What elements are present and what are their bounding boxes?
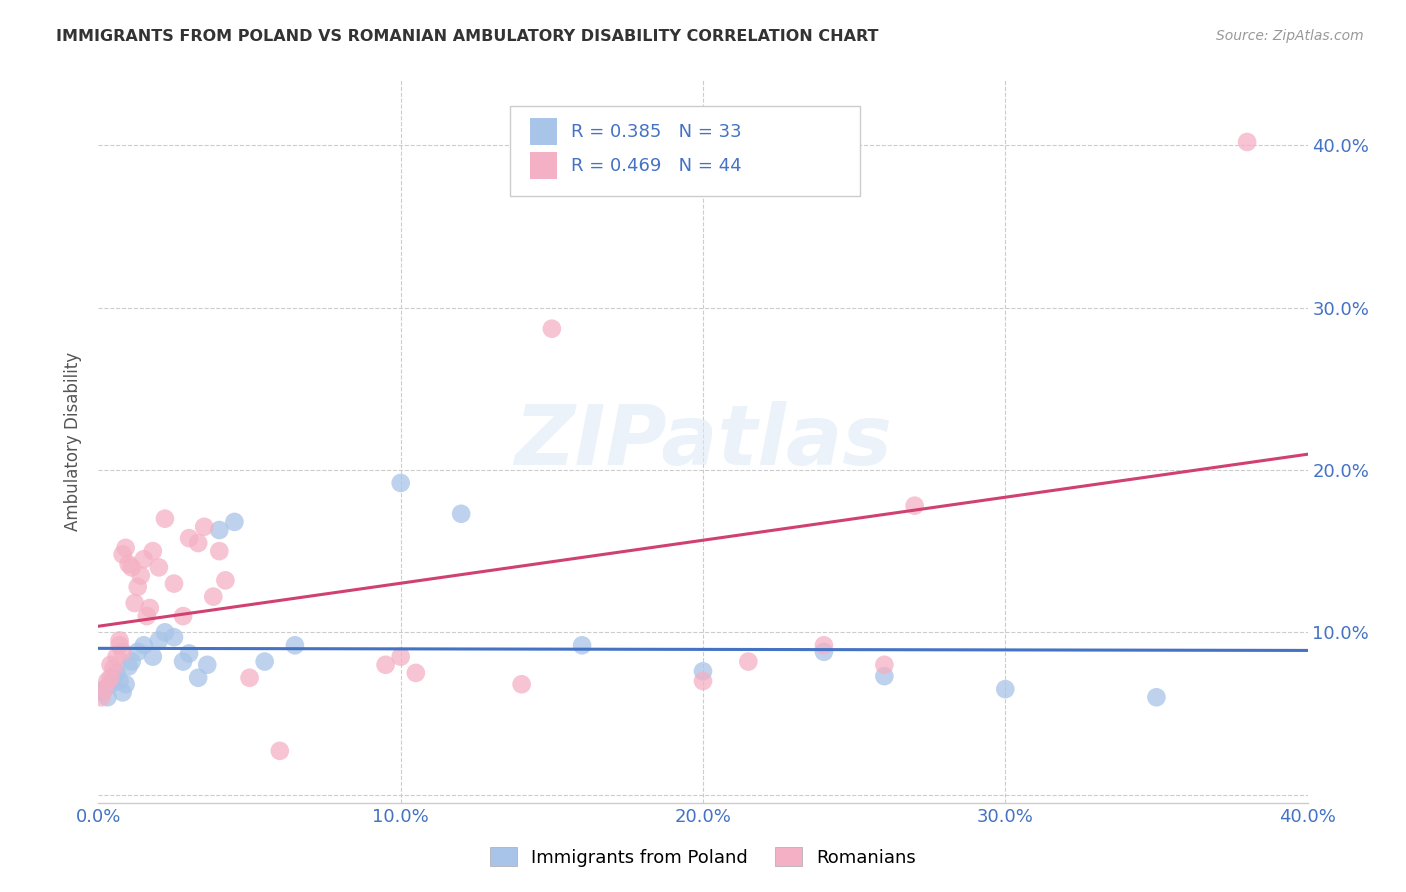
Point [208,523,231,537]
Point [239,671,262,685]
Point [873,657,896,672]
Point [208,544,231,558]
Point [195,657,218,672]
Text: Source: ZipAtlas.com: Source: ZipAtlas.com [1216,29,1364,43]
Point [153,625,176,640]
Text: R = 0.385   N = 33: R = 0.385 N = 33 [571,122,742,141]
Point [108,633,131,648]
Point [121,655,143,669]
Point [1144,690,1167,705]
Point [142,544,165,558]
Point [105,665,128,680]
Text: R = 0.469   N = 44: R = 0.469 N = 44 [571,156,742,175]
Point [139,601,162,615]
Point [105,649,128,664]
Point [96,673,118,688]
Point [108,673,131,688]
Point [405,665,427,680]
Text: ZIPatlas: ZIPatlas [515,401,891,482]
Point [163,576,186,591]
Point [224,515,246,529]
Point [103,661,125,675]
FancyBboxPatch shape [509,105,860,196]
Point [172,609,194,624]
FancyBboxPatch shape [530,118,557,145]
Point [214,574,236,588]
Point [873,669,896,683]
Point [904,499,927,513]
Point [118,659,141,673]
Point [118,557,141,571]
Point [111,685,134,699]
Point [103,671,125,685]
Point [284,638,307,652]
Point [269,744,291,758]
Point [114,541,136,555]
Point [193,520,215,534]
Point [111,645,134,659]
Point [90,685,112,699]
Point [187,536,209,550]
Point [111,548,134,562]
Text: IMMIGRANTS FROM POLAND VS ROMANIAN AMBULATORY DISABILITY CORRELATION CHART: IMMIGRANTS FROM POLAND VS ROMANIAN AMBUL… [56,29,879,44]
Point [108,638,131,652]
Point [132,552,155,566]
Point [389,649,412,664]
Point [100,657,122,672]
Point [127,580,149,594]
Y-axis label: Ambulatory Disability: Ambulatory Disability [65,352,83,531]
Point [132,638,155,652]
Point [737,655,759,669]
Point [148,633,170,648]
Point [172,655,194,669]
Point [540,321,562,335]
Point [100,677,122,691]
Point [127,645,149,659]
Point [93,682,115,697]
Point [374,657,396,672]
Point [692,665,714,679]
Point [571,638,593,652]
Point [114,677,136,691]
Point [187,671,209,685]
Point [202,590,225,604]
Point [813,645,835,659]
Point [148,560,170,574]
Point [93,682,115,697]
Point [142,649,165,664]
Point [96,690,118,705]
FancyBboxPatch shape [530,152,557,179]
Point [121,560,143,574]
Point [253,655,276,669]
Point [450,507,472,521]
Point [510,677,533,691]
Point [179,647,201,661]
Point [994,682,1017,697]
Point [153,511,176,525]
Point [389,475,412,490]
Point [129,568,152,582]
Point [135,609,157,624]
Point [124,596,146,610]
Point [813,638,835,652]
Point [90,690,112,705]
Point [179,531,201,545]
Point [692,673,714,688]
Legend: Immigrants from Poland, Romanians: Immigrants from Poland, Romanians [482,840,924,874]
Point [100,671,122,685]
Point [1236,135,1258,149]
Point [163,630,186,644]
